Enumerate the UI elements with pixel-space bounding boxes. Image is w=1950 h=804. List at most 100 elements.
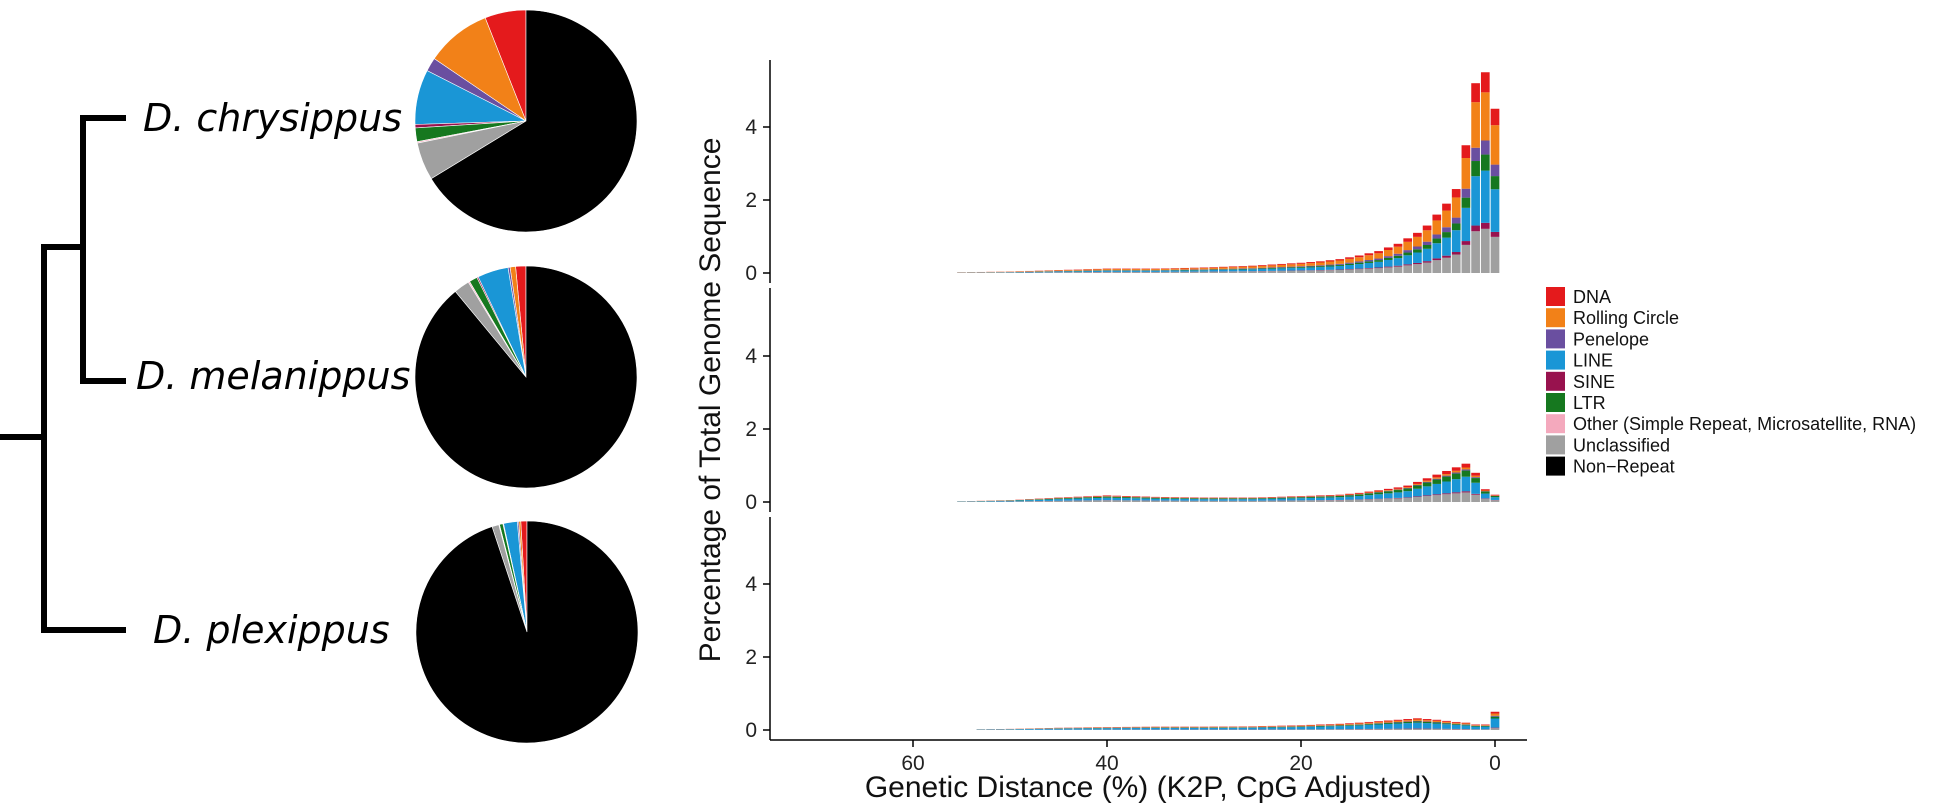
bar-d-plexippus-44-line bbox=[1063, 728, 1073, 730]
bar-d-chrysippus-18-line bbox=[1316, 267, 1325, 271]
bar-d-melanippus-27-unclassified bbox=[1228, 500, 1238, 502]
bar-d-chrysippus-17-rolling-circle bbox=[1325, 261, 1335, 265]
bar-d-melanippus-45-ltr bbox=[1054, 498, 1063, 500]
bar-d-melanippus-22-unclassified bbox=[1277, 500, 1286, 502]
bar-d-chrysippus-24-penelope bbox=[1257, 267, 1267, 269]
bar-d-plexippus-7-dna bbox=[1422, 719, 1432, 721]
bar-d-plexippus-7-ltr bbox=[1422, 722, 1432, 724]
bar-d-plexippus-19-ltr bbox=[1306, 726, 1316, 727]
bar-d-chrysippus-29-line bbox=[1209, 270, 1219, 272]
bar-d-melanippus-3-sine bbox=[1461, 491, 1471, 493]
bar-d-chrysippus-8-dna bbox=[1413, 232, 1422, 237]
bar-d-plexippus-7-penelope bbox=[1422, 721, 1432, 723]
bar-d-chrysippus-25-unclassified bbox=[1248, 271, 1257, 273]
bar-d-melanippus-7-unclassified bbox=[1422, 496, 1432, 502]
bar-d-plexippus-23-line bbox=[1267, 727, 1277, 730]
bar-d-chrysippus-12-penelope bbox=[1374, 258, 1383, 261]
bar-d-chrysippus-2-dna bbox=[1471, 83, 1480, 103]
bar-d-chrysippus-11-penelope bbox=[1383, 256, 1393, 258]
bar-d-chrysippus-20-unclassified bbox=[1296, 270, 1306, 273]
bar-d-plexippus-2-ltr bbox=[1471, 726, 1480, 727]
bar-d-melanippus-36-unclassified bbox=[1141, 500, 1151, 502]
bar-d-chrysippus-6-ltr bbox=[1432, 238, 1442, 244]
bar-d-melanippus-48-line bbox=[1025, 500, 1034, 502]
bar-d-melanippus-32-line bbox=[1180, 498, 1189, 501]
bar-d-chrysippus-6-line bbox=[1432, 243, 1442, 259]
bar-d-chrysippus-0-sine bbox=[1490, 231, 1500, 237]
bar-d-chrysippus-24-ltr bbox=[1257, 268, 1267, 269]
bar-d-melanippus-15-dna bbox=[1345, 493, 1354, 495]
bar-d-melanippus-40-dna bbox=[1102, 495, 1112, 497]
bar-d-melanippus-6-dna bbox=[1432, 474, 1442, 478]
bar-d-plexippus-20-line bbox=[1296, 727, 1306, 730]
bar-d-chrysippus-31-dna bbox=[1189, 267, 1199, 269]
bar-d-chrysippus-26-rolling-circle bbox=[1238, 266, 1248, 269]
bar-d-chrysippus-27-dna bbox=[1228, 266, 1238, 268]
legend-label-non-repeat: Non−Repeat bbox=[1573, 457, 1675, 477]
bar-d-plexippus-29-line bbox=[1209, 727, 1219, 730]
bar-d-chrysippus-48-line bbox=[1025, 271, 1034, 273]
bar-d-chrysippus-20-ltr bbox=[1296, 266, 1306, 268]
bar-d-melanippus-3-penelope bbox=[1461, 469, 1471, 471]
bar-d-chrysippus-40-line bbox=[1102, 270, 1112, 272]
bar-d-melanippus-39-line bbox=[1112, 497, 1122, 501]
bar-d-chrysippus-7-unclassified bbox=[1422, 262, 1432, 273]
legend-swatch-non-repeat bbox=[1546, 456, 1565, 476]
bar-d-melanippus-47-line bbox=[1034, 499, 1044, 502]
bar-d-chrysippus-0-line bbox=[1490, 189, 1500, 232]
bar-d-melanippus-7-penelope bbox=[1422, 481, 1432, 483]
bar-d-plexippus-15-rolling-circle bbox=[1345, 723, 1354, 725]
bar-d-chrysippus-24-unclassified bbox=[1257, 271, 1267, 273]
bar-d-chrysippus-1-line bbox=[1480, 170, 1490, 223]
bar-d-plexippus-30-line bbox=[1199, 727, 1209, 730]
bar-d-chrysippus-22-dna bbox=[1277, 263, 1286, 265]
bar-d-melanippus-44-unclassified bbox=[1063, 500, 1073, 502]
bar-d-melanippus-24-line bbox=[1257, 498, 1267, 501]
bar-d-chrysippus-46-rolling-circle bbox=[1044, 270, 1054, 272]
bar-d-chrysippus-2-penelope bbox=[1471, 147, 1480, 162]
bar-d-plexippus-9-dna bbox=[1403, 719, 1413, 721]
bar-d-melanippus-14-unclassified bbox=[1354, 499, 1364, 502]
bar-d-chrysippus-36-line bbox=[1141, 270, 1151, 272]
bar-d-chrysippus-33-line bbox=[1170, 270, 1180, 272]
bar-d-chrysippus-15-rolling-circle bbox=[1345, 258, 1354, 263]
bar-d-chrysippus-0-dna bbox=[1490, 108, 1500, 126]
bar-d-melanippus-8-dna bbox=[1413, 481, 1422, 484]
bar-d-melanippus-22-line bbox=[1277, 498, 1286, 501]
bar-d-plexippus-50-line bbox=[1005, 729, 1015, 730]
bar-d-plexippus-33-line bbox=[1170, 727, 1180, 730]
bar-d-plexippus-4-rolling-circle bbox=[1451, 722, 1461, 724]
legend-swatch-penelope bbox=[1546, 329, 1565, 349]
bar-d-melanippus-23-line bbox=[1267, 498, 1277, 501]
bar-d-plexippus-5-unclassified bbox=[1442, 729, 1451, 730]
bar-d-plexippus-7-line bbox=[1422, 723, 1432, 729]
bar-d-melanippus-24-unclassified bbox=[1257, 500, 1267, 502]
bar-d-melanippus-6-ltr bbox=[1432, 479, 1442, 484]
bar-d-melanippus-32-unclassified bbox=[1180, 500, 1189, 502]
bar-d-chrysippus-35-unclassified bbox=[1151, 272, 1160, 273]
bar-d-plexippus-37-line bbox=[1131, 728, 1141, 730]
bar-d-chrysippus-34-unclassified bbox=[1160, 271, 1170, 273]
bar-d-melanippus-10-ltr bbox=[1393, 490, 1403, 493]
bar-d-chrysippus-17-penelope bbox=[1325, 264, 1335, 266]
bar-d-melanippus-40-line bbox=[1102, 497, 1112, 501]
bar-d-chrysippus-43-unclassified bbox=[1073, 272, 1083, 273]
bar-d-plexippus-0-penelope bbox=[1490, 715, 1500, 717]
bar-d-melanippus-34-line bbox=[1160, 498, 1170, 501]
bar-d-chrysippus-3-unclassified bbox=[1461, 244, 1471, 274]
bar-d-plexippus-11-line bbox=[1383, 724, 1393, 729]
bar-d-plexippus-27-line bbox=[1228, 727, 1238, 730]
bar-d-plexippus-4-dna bbox=[1451, 721, 1461, 723]
bar-d-chrysippus-6-rolling-circle bbox=[1432, 220, 1442, 235]
bar-d-chrysippus-6-penelope bbox=[1432, 234, 1442, 239]
legend-label-unclassified: Unclassified bbox=[1573, 435, 1670, 455]
pie-charts bbox=[414, 9, 639, 744]
bar-d-melanippus-8-line bbox=[1413, 488, 1422, 497]
bar-d-plexippus-9-ltr bbox=[1403, 722, 1413, 724]
bar-d-chrysippus-36-unclassified bbox=[1141, 272, 1151, 273]
bar-d-melanippus-18-unclassified bbox=[1316, 500, 1325, 502]
bar-d-melanippus-45-line bbox=[1054, 499, 1063, 501]
bar-d-chrysippus-39-rolling-circle bbox=[1112, 269, 1122, 271]
bar-d-plexippus-2-line bbox=[1471, 726, 1480, 730]
bar-d-chrysippus-28-line bbox=[1219, 269, 1228, 272]
